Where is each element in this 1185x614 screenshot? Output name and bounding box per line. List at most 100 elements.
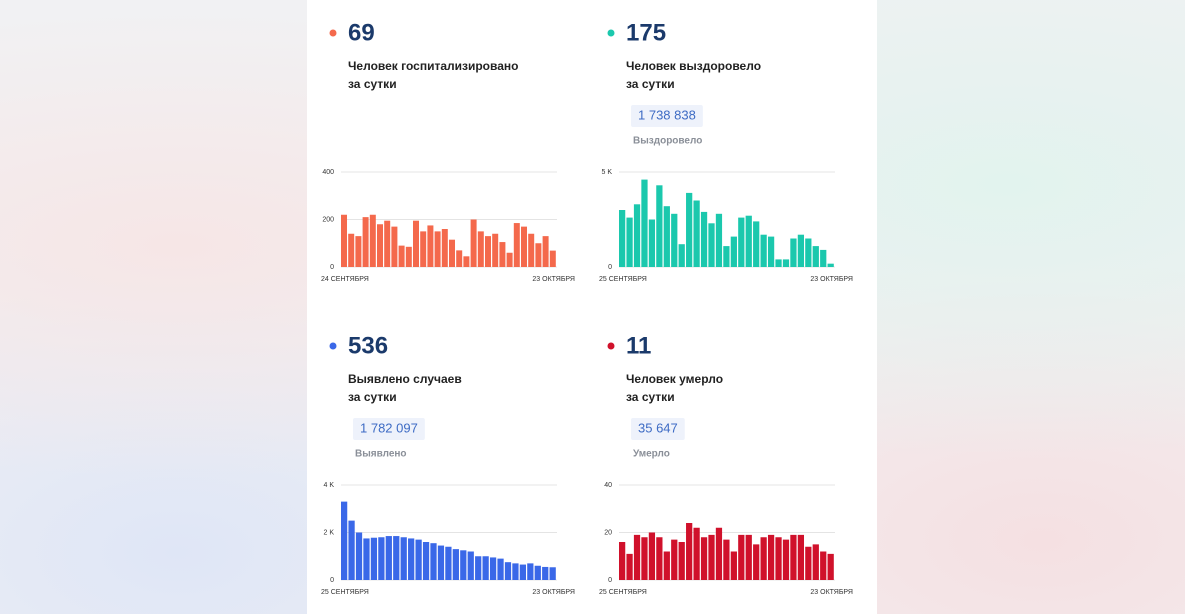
subtitle: за сутки [626,77,675,91]
bar [445,546,452,580]
y-tick-label: 0 [608,264,612,271]
subtitle: Человек госпитализировано [348,59,518,73]
bar [513,223,520,267]
bar [422,542,430,580]
bar [355,532,363,580]
bar [485,236,491,267]
bar [384,220,391,267]
bar [760,234,767,267]
x-tick-label: 23 ОКТЯБРЯ [810,276,853,283]
bar [671,213,678,267]
total: 1 782 097 [360,420,418,435]
y-tick-label: 0 [608,577,612,584]
bar [760,537,767,580]
subtitle: Выявлено случаев [348,372,462,386]
bar [723,539,730,580]
bar [715,527,723,580]
bar [797,534,805,580]
bar [626,553,633,580]
bullet [329,29,337,37]
bar [775,537,782,580]
bar [693,527,700,580]
bar [534,565,541,580]
bar [790,238,797,267]
bar [393,536,400,580]
bar [506,252,513,267]
bar [708,534,715,580]
y-tick-label: 20 [604,529,612,536]
bar [619,542,626,580]
bar [797,234,805,267]
bar [378,537,385,580]
bar [827,553,834,580]
bar [700,537,708,580]
total-box [353,418,425,440]
subtitle: за сутки [348,77,397,91]
bar [656,537,663,580]
bar [782,259,790,267]
bar [521,226,527,267]
bar [377,224,383,267]
bar [519,564,527,580]
headline-number: 11 [626,332,651,359]
x-tick-label: 25 СЕНТЯБРЯ [599,589,647,596]
bar [812,544,819,580]
bar [475,556,482,580]
bar [767,534,775,580]
x-tick-label: 25 СЕНТЯБРЯ [599,276,647,283]
bar [805,238,812,267]
x-tick-label: 23 ОКТЯБРЯ [532,589,575,596]
total-box [631,418,685,440]
bar [745,215,752,267]
bar [715,213,723,267]
bar [441,229,448,267]
bar [700,211,708,267]
bar [767,236,775,267]
total: 35 647 [638,420,678,435]
bar [355,236,362,267]
bar [542,236,549,267]
bar [385,536,392,580]
bar [730,551,737,580]
bar [405,246,412,267]
x-tick-label: 25 СЕНТЯБРЯ [321,589,369,596]
bar [400,537,407,580]
bullet [607,29,615,37]
bar [775,259,782,267]
bar [504,562,512,580]
bar [641,179,648,267]
headline-number: 175 [626,19,666,46]
y-tick-label: 0 [330,264,334,271]
x-tick-label: 24 СЕНТЯБРЯ [321,276,369,283]
bullet [329,342,337,350]
bar [460,550,467,580]
bar [477,231,484,267]
bar [745,534,752,580]
bar [430,543,437,580]
bar [730,236,737,267]
bar [693,200,700,267]
bar [456,250,463,267]
bar [708,223,715,267]
bar [648,532,656,580]
bar [408,538,415,580]
bar [641,537,648,580]
bar [512,563,519,580]
subtitle: Человек выздоровело [626,59,761,73]
bar [370,537,378,580]
bar [782,539,790,580]
y-tick-label: 0 [330,577,334,584]
bar [626,217,633,267]
total-box [631,105,703,127]
bar [723,246,730,267]
bar [738,534,745,580]
bar [535,243,542,267]
headline-number: 536 [348,332,388,359]
bar [686,192,693,267]
total: 1 738 838 [638,107,696,122]
bar [341,214,347,267]
total-caption: Выздоровело [633,136,702,147]
bar [671,539,678,580]
bar [656,185,663,267]
